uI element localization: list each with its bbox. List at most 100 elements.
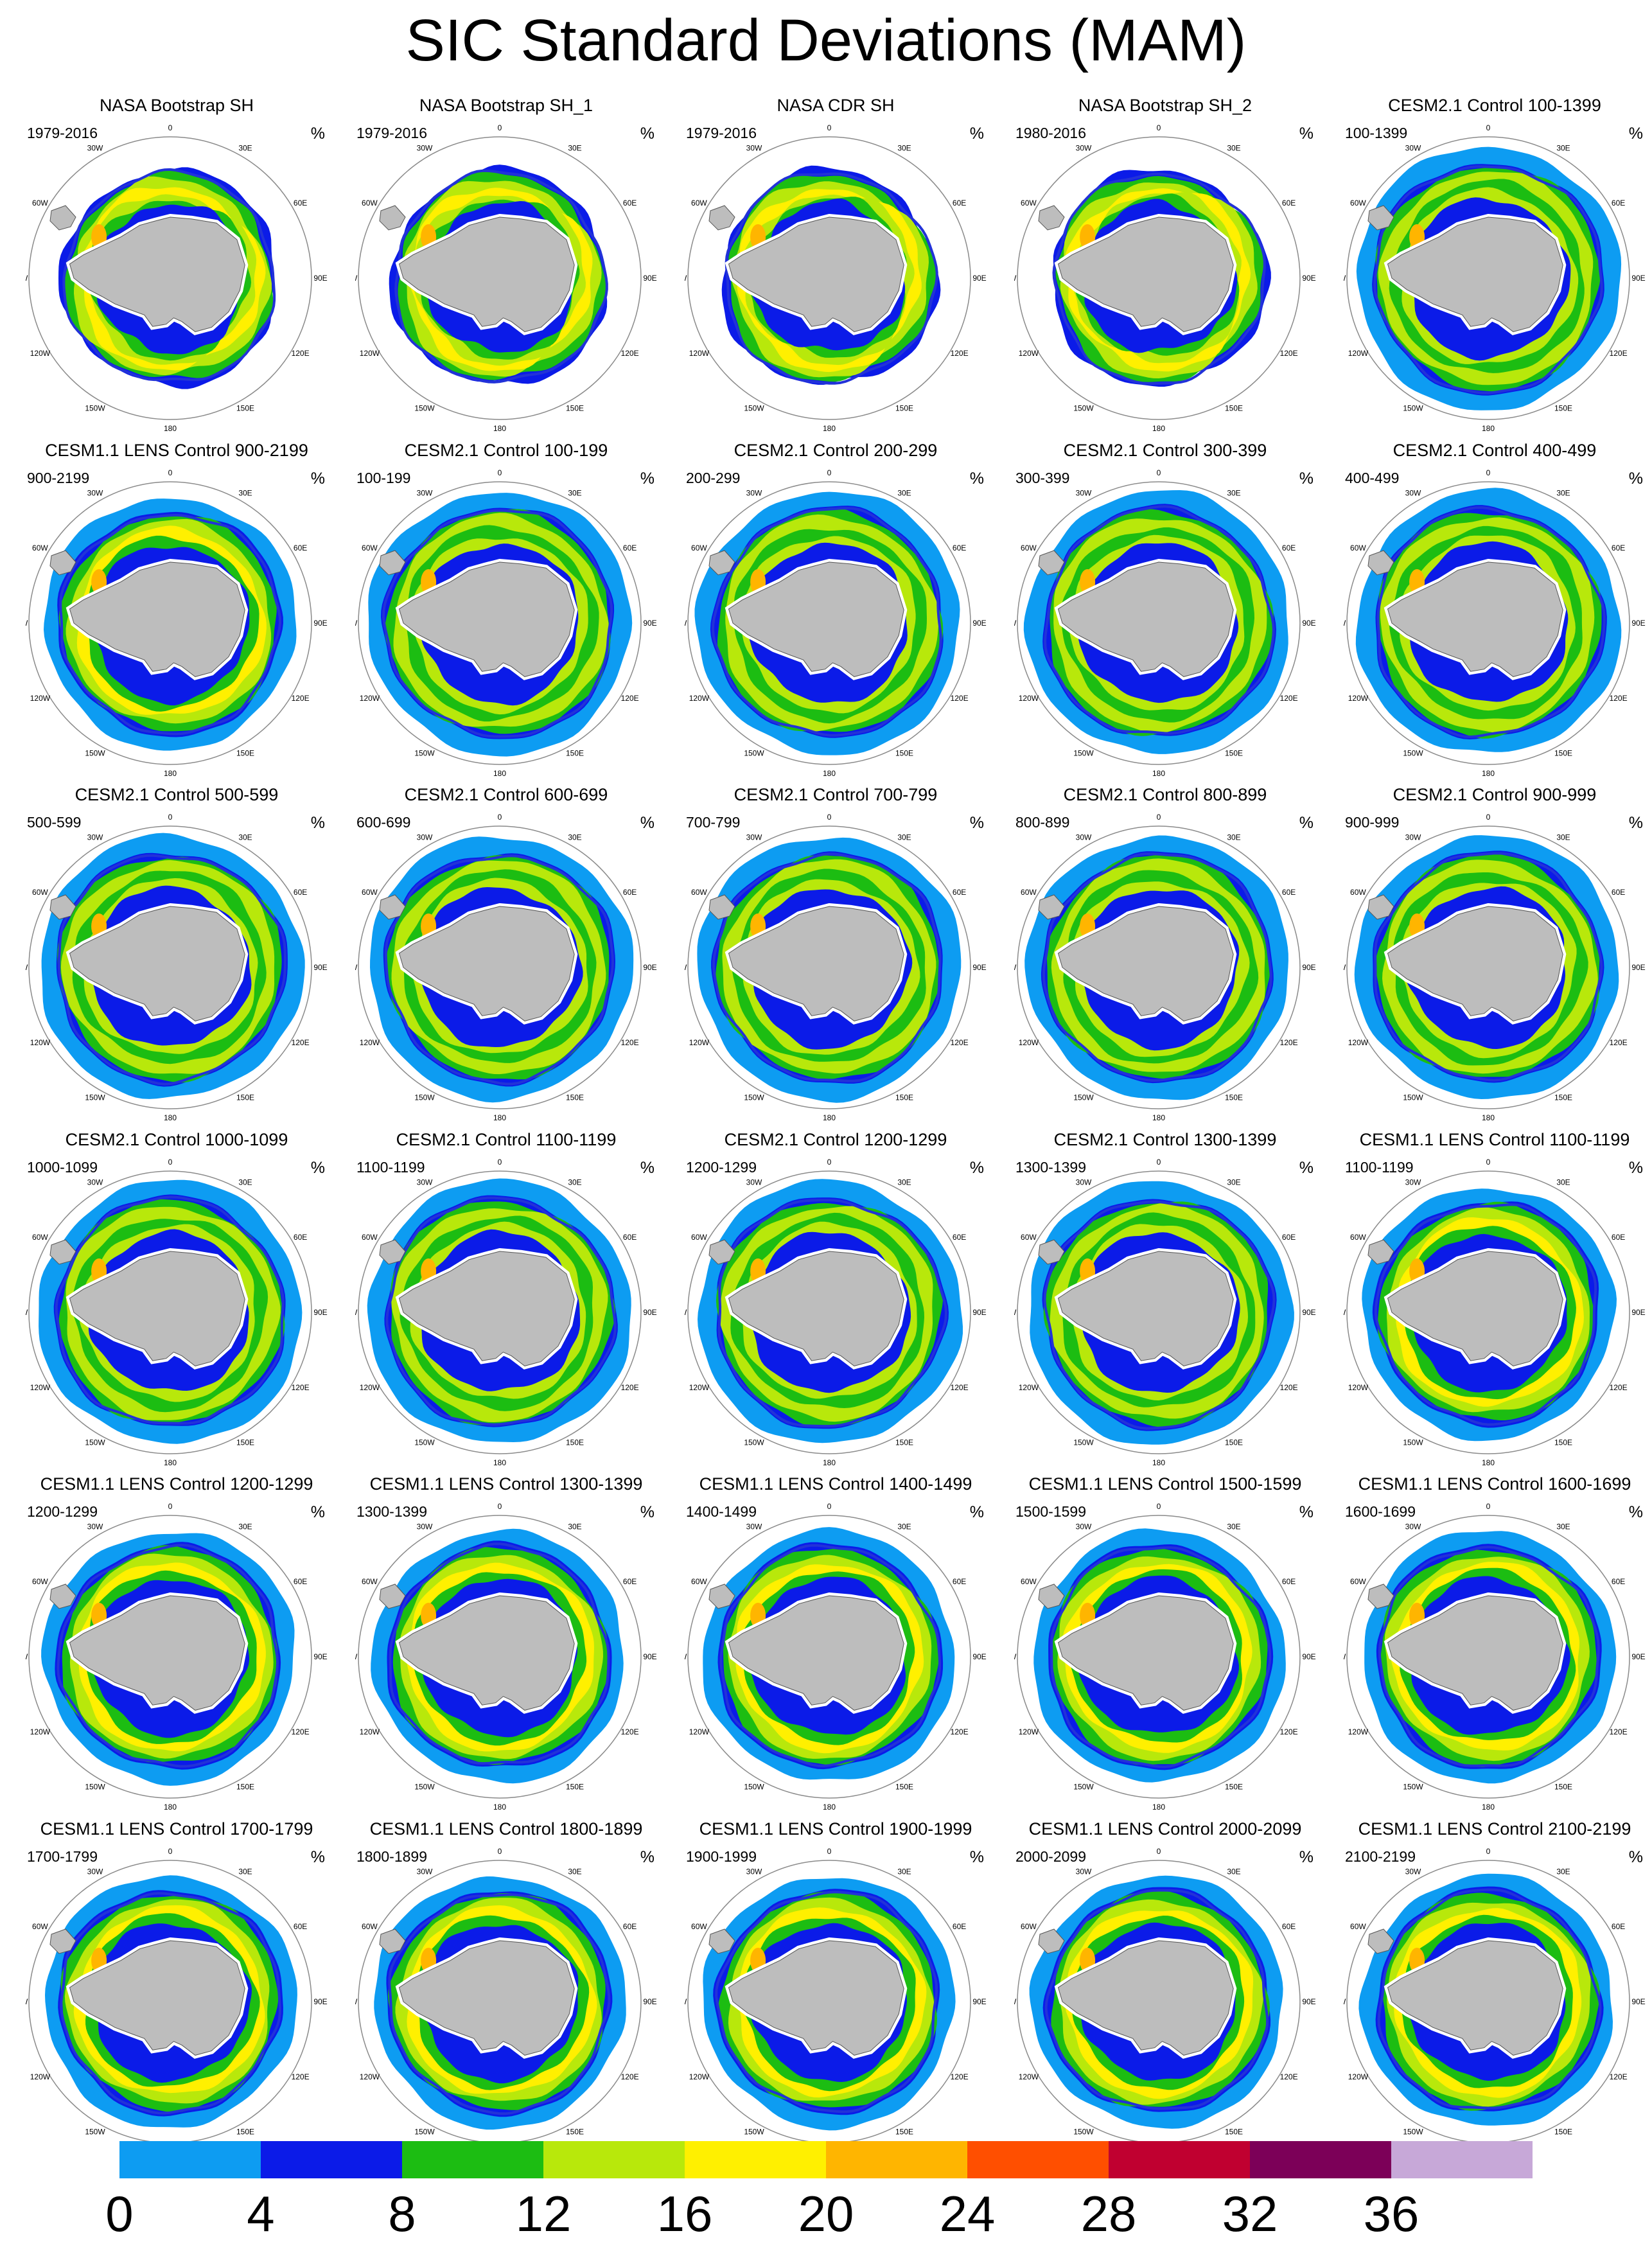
longitude-label: 120E xyxy=(1280,1383,1298,1392)
antarctica-landmass xyxy=(1387,561,1563,677)
longitude-label: 150E xyxy=(1225,749,1243,758)
ice-edge-line xyxy=(55,1195,285,1425)
ice-edge-line xyxy=(388,1893,611,2115)
panel-unit: % xyxy=(1628,1159,1643,1177)
longitude-label: 150E xyxy=(566,1783,584,1792)
panel-unit: % xyxy=(1299,470,1314,488)
longitude-label: 150W xyxy=(85,2128,105,2137)
longitude-label: 150W xyxy=(414,1783,435,1792)
antarctica-landmass xyxy=(398,1251,575,1366)
map-panel: CESM2.1 Control 1200-1299 1200-1299% 0 30E 6… xyxy=(685,1129,987,1470)
longitude-label: 90W xyxy=(685,274,687,283)
panel-unit: % xyxy=(640,470,655,488)
antarctica-landmass xyxy=(1057,561,1234,677)
colorbar-tick-label: 28 xyxy=(1080,2185,1137,2242)
longitude-label: 60E xyxy=(294,888,307,897)
longitude-label: 90E xyxy=(643,1652,656,1661)
longitude-label: 180 xyxy=(1152,769,1165,778)
longitude-label: 120E xyxy=(951,349,969,358)
longitude-label: 60E xyxy=(953,1233,966,1242)
polar-map: 030E60E90E120E150E180150W120W90W60W30W xyxy=(355,813,657,1122)
longitude-label: 60E xyxy=(953,888,966,897)
longitude-label: 120E xyxy=(1610,694,1628,703)
panel-years: 2100-2199 xyxy=(1345,1848,1416,1865)
panel-years: 1800-1899 xyxy=(356,1848,427,1865)
longitude-label: 150W xyxy=(85,1093,105,1102)
longitude-label: 120E xyxy=(1610,1038,1628,1047)
longitude-label: 120W xyxy=(30,2072,51,2081)
longitude-label: 0 xyxy=(1157,1158,1161,1167)
map-panel: CESM2.1 Control 600-699 600-699% 0 30E 60E 90… xyxy=(355,784,657,1125)
panel-title: CESM2.1 Control 1300-1399 xyxy=(1053,1130,1277,1149)
longitude-label: 0 xyxy=(498,123,502,132)
longitude-label: 30W xyxy=(87,488,103,497)
longitude-label: 30E xyxy=(238,488,252,497)
antarctica-landmass xyxy=(728,1940,904,2056)
longitude-label: 180 xyxy=(823,1113,836,1122)
longitude-label: 60E xyxy=(953,1922,966,1931)
longitude-label: 0 xyxy=(827,1502,832,1511)
longitude-label: 0 xyxy=(1157,1502,1161,1511)
longitude-label: 0 xyxy=(1157,1847,1161,1856)
longitude-label: 120E xyxy=(951,1038,969,1047)
longitude-label: 60E xyxy=(1282,198,1296,207)
panel-title: CESM2.1 Control 300-399 xyxy=(1063,441,1267,460)
map-panel: CESM1.1 LENS Control 900-2199 900-2199% 0 3… xyxy=(26,440,328,781)
colorbar-tick-label: 0 xyxy=(105,2185,134,2242)
figure-title: SIC Standard Deviations (MAM) xyxy=(405,8,1247,73)
panel-unit: % xyxy=(310,1503,325,1521)
panel-years: 1500-1599 xyxy=(1015,1503,1086,1520)
longitude-label: 30E xyxy=(897,1867,911,1876)
longitude-label: 180 xyxy=(493,769,506,778)
longitude-label: 60W xyxy=(32,1233,48,1242)
longitude-label: 180 xyxy=(1152,1803,1165,1812)
polar-map: 030E60E90E120E150E180150W120W90W60W30W xyxy=(355,1847,657,2157)
polar-map: 030E60E90E120E150E180150W120W90W60W30W xyxy=(1014,813,1316,1122)
longitude-label: 120E xyxy=(1280,2072,1298,2081)
longitude-label: 60W xyxy=(1021,543,1037,552)
longitude-label: 150E xyxy=(895,1093,913,1102)
panel-unit: % xyxy=(969,814,984,832)
longitude-label: 90E xyxy=(972,1997,986,2006)
longitude-label: 180 xyxy=(164,1803,177,1812)
longitude-label: 150E xyxy=(1554,749,1572,758)
longitude-label: 30W xyxy=(87,1178,103,1186)
longitude-label: 60E xyxy=(294,1922,307,1931)
longitude-label: 60W xyxy=(32,198,48,207)
longitude-label: 90E xyxy=(972,1308,986,1317)
longitude-label: 120E xyxy=(621,694,639,703)
longitude-label: 60E xyxy=(1282,888,1296,897)
longitude-label: 90E xyxy=(643,963,656,972)
longitude-label: 150W xyxy=(1403,1438,1423,1447)
colorbar-labels: 0 4 8 12 16 20 24 28 32 36 xyxy=(0,2182,1652,2252)
longitude-label: 0 xyxy=(168,1847,173,1856)
longitude-label: 120W xyxy=(1348,1038,1369,1047)
longitude-label: 60E xyxy=(623,543,637,552)
longitude-label: 90E xyxy=(1631,1997,1645,2006)
longitude-label: 90W xyxy=(685,1997,687,2006)
longitude-label: 30E xyxy=(897,1522,911,1531)
longitude-label: 90W xyxy=(26,1652,28,1661)
map-panel: CESM2.1 Control 900-999 900-999% 0 30E 60E 90… xyxy=(1344,784,1646,1125)
colorbar-tick-label: 24 xyxy=(939,2185,996,2242)
longitude-label: 120W xyxy=(30,1727,51,1736)
longitude-label: 30E xyxy=(568,1867,581,1876)
longitude-label: 150W xyxy=(744,1093,764,1102)
south-america-landmass xyxy=(1367,894,1394,920)
panel-title: CESM2.1 Control 200-299 xyxy=(734,441,938,460)
map-panel: CESM2.1 Control 1100-1199 1100-1199% 0 30E 6… xyxy=(355,1129,657,1470)
longitude-label: 180 xyxy=(823,424,836,433)
south-america-landmass xyxy=(708,205,735,231)
longitude-label: 150W xyxy=(414,1438,435,1447)
panel-unit: % xyxy=(1628,814,1643,832)
longitude-label: 30W xyxy=(1076,1867,1092,1876)
longitude-label: 30W xyxy=(417,833,433,842)
longitude-label: 30W xyxy=(746,488,762,497)
longitude-label: 150W xyxy=(1073,1093,1094,1102)
panel-unit: % xyxy=(969,470,984,488)
longitude-label: 120E xyxy=(292,694,310,703)
longitude-label: 90W xyxy=(685,1652,687,1661)
longitude-label: 0 xyxy=(1486,813,1491,822)
polar-map: 030E60E90E120E150E180150W120W90W60W30W xyxy=(685,1502,987,1812)
longitude-label: 150E xyxy=(1225,2128,1243,2137)
